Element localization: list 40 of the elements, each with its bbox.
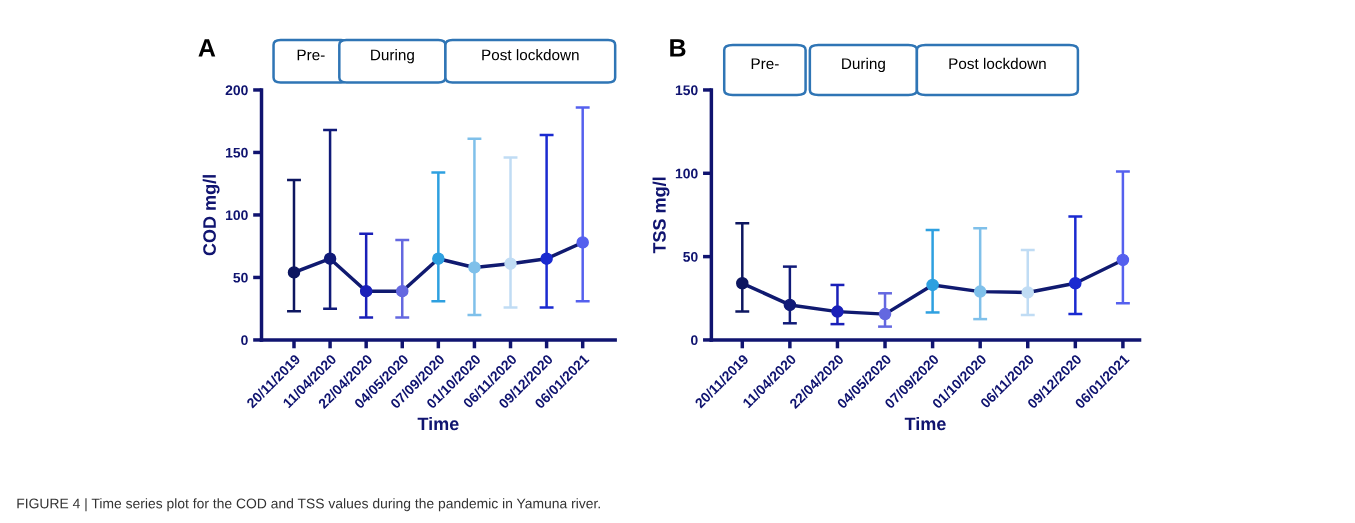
point xyxy=(1069,277,1082,290)
text: Pre- xyxy=(297,49,325,61)
y-tick-label: 200 xyxy=(225,85,248,96)
x-axis-title: Time xyxy=(417,417,459,431)
point xyxy=(504,257,517,270)
y-tick-label: 0 xyxy=(691,335,698,346)
point xyxy=(323,252,337,265)
y-tick-label: 50 xyxy=(233,272,248,283)
y-axis-title: TSS mg/l xyxy=(652,177,670,254)
point xyxy=(926,278,939,292)
point xyxy=(1021,286,1035,299)
point xyxy=(783,298,797,312)
point xyxy=(540,252,553,265)
point xyxy=(576,236,589,249)
y-tick-label: 50 xyxy=(683,251,698,262)
point xyxy=(359,284,373,298)
text: Post lockdown xyxy=(949,57,1046,70)
x-axis-title: Time xyxy=(904,417,946,431)
text: Post lockdown xyxy=(482,49,579,61)
point xyxy=(287,266,301,279)
point xyxy=(1116,253,1130,267)
point xyxy=(831,305,844,318)
y-tick-label: 100 xyxy=(675,168,698,179)
text: Pre- xyxy=(751,58,779,70)
y-tick-label: 150 xyxy=(226,147,248,158)
y-tick-label: 150 xyxy=(675,85,698,96)
point xyxy=(736,277,749,290)
chart-title: B xyxy=(670,39,686,57)
point xyxy=(878,307,892,321)
point xyxy=(396,284,409,298)
point xyxy=(973,285,987,298)
text: During xyxy=(371,49,414,64)
chart-title: A xyxy=(198,39,216,57)
y-tick-label: 0 xyxy=(241,335,248,346)
caption: FIGURE 4 | Time series plot for the COD and TSS values during the pandemic in Yamuna river. xyxy=(17,498,600,512)
text: During xyxy=(842,57,885,73)
point xyxy=(432,252,445,265)
point xyxy=(468,261,481,274)
y-tick-label: 100 xyxy=(226,210,248,221)
y-axis-title: COD mg/l xyxy=(202,175,220,256)
